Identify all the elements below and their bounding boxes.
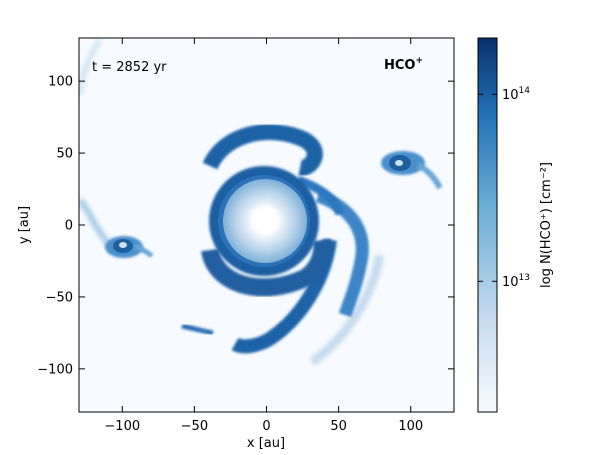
colorbar-tick-label: 1014 (502, 86, 530, 103)
disk-hole (251, 206, 279, 234)
x-tick-label: −100 (104, 419, 140, 434)
y-tick-label: −100 (37, 362, 73, 377)
density-map (79, 38, 443, 366)
small-filament (181, 323, 214, 336)
x-tick-label: 100 (398, 419, 423, 434)
y-tick-label: 100 (48, 75, 73, 90)
colorbar-tick-exponent: 13 (519, 273, 530, 283)
colorbar-label: log N(HCO⁺) [cm⁻²] (539, 162, 554, 288)
time-annotation: t = 2852 yr (92, 60, 167, 75)
x-tick-label: 50 (330, 419, 347, 434)
right-clump-core (395, 160, 403, 166)
right-clump-tail (416, 162, 443, 190)
spiral-arm-outer (202, 124, 323, 177)
y-tick-label: −50 (46, 290, 73, 305)
colorbar (477, 37, 498, 413)
ring-lower-lobe (201, 238, 332, 297)
colorbar-tick-label: 1013 (502, 273, 530, 290)
x-tick-label: 0 (262, 419, 270, 434)
colorbar-tick-exponent: 14 (519, 86, 531, 96)
species-sup: + (415, 56, 423, 66)
y-axis-label: y [au] (17, 206, 32, 244)
species-base: HCO (384, 58, 415, 73)
left-clump-core (119, 242, 127, 248)
y-tick-label: 50 (56, 147, 73, 162)
colorbar-tick-base: 10 (502, 88, 519, 103)
outer-stream-lower (309, 254, 385, 366)
y-tick-label: 0 (65, 219, 73, 234)
x-axis-label: x [au] (247, 436, 285, 451)
left-clump-tail (134, 243, 154, 258)
y-axis-ticks: 100 50 0 −50 −100 (37, 75, 454, 377)
inner-stream (296, 175, 345, 216)
x-axis-ticks: −100 −50 0 50 100 (104, 38, 423, 434)
species-annotation: HCO+ (384, 56, 423, 73)
x-tick-label: −50 (181, 419, 208, 434)
colorbar-tick-base: 10 (502, 275, 519, 290)
outer-stream-topleft (79, 38, 103, 96)
